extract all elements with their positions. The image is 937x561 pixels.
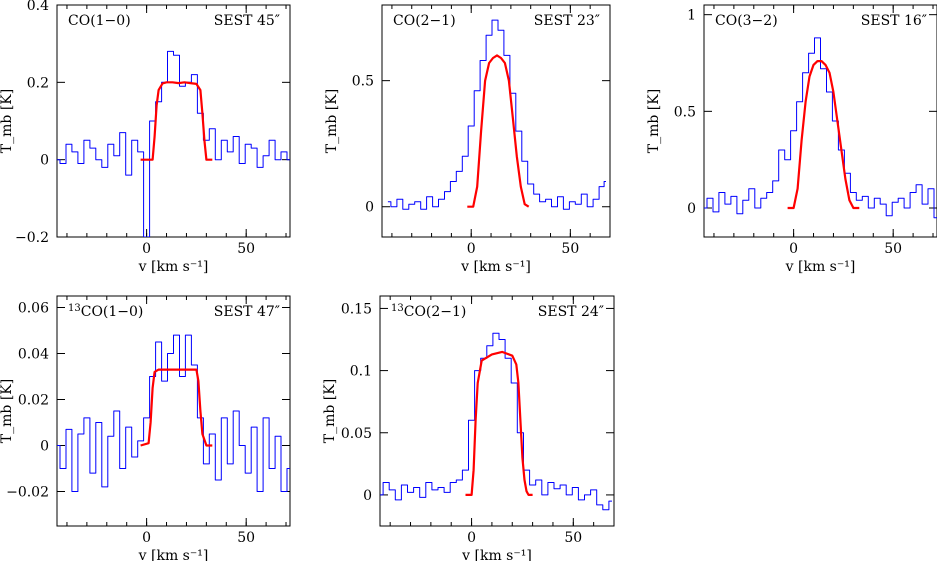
y-tick-label: 0 bbox=[40, 153, 49, 169]
y-tick-label: 0 bbox=[365, 200, 374, 216]
model-spectrum-line bbox=[465, 350, 533, 496]
y-tick-label: 0 bbox=[363, 488, 372, 504]
x-tick-label: 50 bbox=[884, 241, 902, 257]
molecule-label: CO(3−2) bbox=[715, 13, 778, 29]
observed-spectrum-line bbox=[704, 37, 937, 219]
x-tick-label: 50 bbox=[237, 530, 255, 546]
x-axis-label: v [km s⁻¹] bbox=[138, 548, 209, 561]
molecule-label: CO(1−0) bbox=[68, 13, 131, 29]
x-tick-label: 50 bbox=[561, 241, 579, 257]
telescope-label: SEST 23″ bbox=[534, 13, 600, 29]
y-tick-label: 0.5 bbox=[674, 104, 696, 120]
molecule-label: CO(2−1) bbox=[393, 13, 456, 29]
telescope-label: SEST 24″ bbox=[538, 304, 604, 320]
model-spectrum-line bbox=[467, 54, 530, 208]
panel-3: 0 50 0 0.5 1 CO(3−2) SEST 16″ v [km s⁻¹] T_mb [K… bbox=[646, 4, 937, 275]
plot-frame bbox=[381, 4, 611, 238]
plot-frame bbox=[56, 295, 291, 527]
y-tick-label: 0.04 bbox=[18, 347, 49, 363]
y-tick-label: 0.2 bbox=[27, 75, 49, 91]
model-spectrum-line bbox=[140, 81, 213, 161]
y-axis-label: T_mb [K] bbox=[0, 379, 15, 443]
y-tick-label: 0.15 bbox=[341, 301, 372, 317]
x-tick-label: 0 bbox=[467, 241, 476, 257]
isotope-superscript: 13 bbox=[68, 303, 81, 314]
y-tick-label: 0.1 bbox=[350, 364, 372, 380]
plot-frame bbox=[379, 295, 615, 527]
x-tick-label: 0 bbox=[467, 530, 476, 546]
telescope-label: SEST 47″ bbox=[214, 304, 280, 320]
telescope-label: SEST 16″ bbox=[861, 13, 927, 29]
y-tick-label: 0.4 bbox=[27, 0, 49, 14]
y-tick-label: −0.2 bbox=[15, 230, 49, 246]
y-tick-label: 0.05 bbox=[341, 426, 372, 442]
y-tick-label: −0.02 bbox=[6, 485, 49, 501]
isotope-superscript: 13 bbox=[391, 303, 404, 314]
y-tick-label: 0.5 bbox=[352, 74, 374, 90]
y-tick-label: 0 bbox=[40, 439, 49, 455]
x-tick-label: 50 bbox=[237, 241, 255, 257]
model-spectrum-line bbox=[140, 368, 213, 447]
x-axis-label: v [km s⁻¹] bbox=[460, 259, 531, 275]
y-axis-label: T_mb [K] bbox=[0, 89, 15, 153]
observed-spectrum-line bbox=[387, 19, 606, 210]
observed-spectrum-line bbox=[380, 332, 612, 511]
plot-frame bbox=[703, 4, 937, 238]
panel-4: 0 50 −0.02 0 0.02 0.04 0.06 13CO(1−0) SEST 47″ v … bbox=[0, 295, 291, 561]
plot-frame bbox=[56, 4, 291, 238]
y-axis-label: T_mb [K] bbox=[324, 89, 340, 153]
y-tick-label: 0 bbox=[687, 201, 696, 217]
panel-5: 0 50 0 0.05 0.1 0.15 13CO(2−1) SEST 24″ v [km s⁻… bbox=[322, 295, 615, 561]
x-tick-label: 0 bbox=[142, 241, 151, 257]
telescope-label: SEST 45″ bbox=[214, 13, 280, 29]
x-tick-label: 0 bbox=[142, 530, 151, 546]
molecule-label: 13CO(1−0) bbox=[68, 303, 143, 320]
x-axis-label: v [km s⁻¹] bbox=[461, 548, 532, 561]
x-axis-label: v [km s⁻¹] bbox=[785, 259, 856, 275]
x-tick-label: 0 bbox=[789, 241, 798, 257]
observed-spectrum-line bbox=[57, 50, 290, 237]
x-tick-label: 50 bbox=[564, 530, 582, 546]
panel-1: 0 50 −0.2 0 0.2 0.4 CO(1−0) SEST 45″ v [km s⁻¹] T… bbox=[0, 0, 291, 275]
y-tick-label: 0.02 bbox=[18, 393, 49, 409]
model-spectrum-line bbox=[787, 60, 860, 210]
y-axis-label: T_mb [K] bbox=[646, 89, 662, 153]
y-tick-label: 0.06 bbox=[18, 301, 49, 317]
y-tick-label: 1 bbox=[687, 8, 696, 24]
molecule-label: 13CO(2−1) bbox=[391, 303, 466, 320]
y-axis-label: T_mb [K] bbox=[322, 379, 338, 443]
panel-2: 0 50 0 0.5 CO(2−1) SEST 23″ v [km s⁻¹] T_mb [K] bbox=[324, 4, 611, 275]
observed-spectrum-line bbox=[57, 334, 290, 492]
x-axis-label: v [km s⁻¹] bbox=[138, 259, 209, 275]
